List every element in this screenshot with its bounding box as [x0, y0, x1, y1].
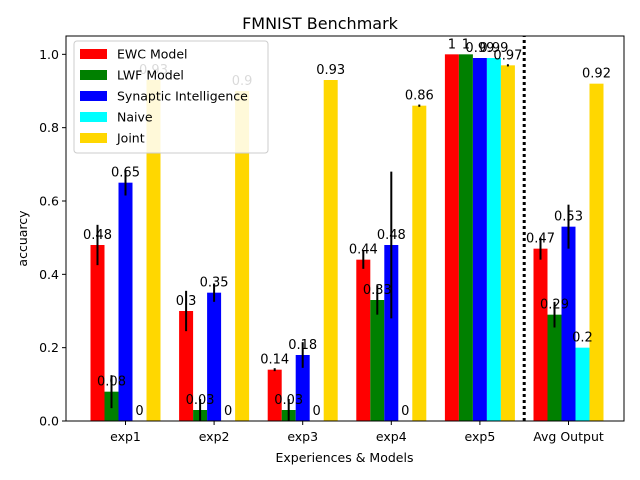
data-label: 0.99 — [465, 41, 494, 56]
bar — [356, 259, 371, 421]
legend-swatch — [80, 91, 107, 101]
data-label: 0.08 — [97, 375, 126, 390]
data-label: 0.65 — [111, 166, 140, 181]
data-label: 0 — [135, 404, 143, 419]
data-label: 0.03 — [274, 393, 303, 408]
axes-frame — [65, 35, 625, 422]
bar — [323, 80, 338, 421]
bar — [146, 80, 161, 421]
bar — [533, 248, 548, 421]
data-label: 1 — [462, 37, 470, 52]
data-label: 0.86 — [405, 89, 434, 104]
x-tick-label: Avg Output — [533, 429, 604, 444]
legend-swatch — [80, 112, 107, 122]
bar — [179, 311, 194, 421]
bars-group — [90, 54, 604, 422]
data-label: 0 — [224, 404, 232, 419]
x-tick-label: exp5 — [465, 429, 496, 444]
y-tick-label: 0.0 — [39, 414, 59, 429]
bar — [547, 314, 562, 421]
data-label: 0.29 — [540, 298, 569, 313]
data-labels-group: 0.48 0.3 0.14 0.44 1 0.47 0.08 0.03 0.03 0.33 1 0.2… — [83, 37, 611, 419]
data-label: 0.14 — [260, 353, 289, 368]
y-axis-label: accuarcy — [15, 210, 30, 267]
ticks-group: 0.0 0.2 0.4 0.6 0.8 1.0 exp1 exp2 exp3 exp4 exp5 Av… — [39, 47, 604, 444]
legend-label: EWC Model — [117, 47, 188, 62]
data-label: 0.35 — [200, 276, 229, 291]
bar — [370, 300, 385, 421]
bar — [561, 226, 576, 421]
x-axis-label: Experiences & Models — [276, 450, 414, 465]
legend-box — [73, 40, 269, 154]
bar — [500, 65, 515, 421]
data-label: 1 — [448, 37, 456, 52]
bar — [267, 369, 282, 421]
x-tick-label: exp2 — [199, 429, 230, 444]
y-tick-label: 1.0 — [39, 47, 59, 62]
x-tick-label: exp3 — [287, 429, 318, 444]
legend-swatch — [80, 49, 107, 59]
bar — [589, 83, 604, 422]
bar — [384, 245, 399, 421]
legend-swatch — [80, 70, 107, 80]
data-label: 0.99 — [479, 41, 508, 56]
chart-title: FMNIST Benchmark — [242, 14, 399, 33]
data-label: 0.18 — [288, 338, 317, 353]
bar — [458, 54, 473, 421]
bar — [207, 292, 222, 421]
y-tick-label: 0.8 — [39, 120, 59, 135]
bar — [575, 347, 590, 421]
data-label: 0.93 — [316, 63, 345, 78]
y-tick-label: 0.6 — [39, 194, 59, 209]
data-label: 0.97 — [493, 48, 522, 63]
legend-label: LWF Model — [117, 68, 184, 83]
data-label: 0.48 — [83, 228, 112, 243]
bar — [412, 105, 427, 422]
y-tick-label: 0.2 — [39, 340, 59, 355]
data-label: 0 — [313, 404, 321, 419]
legend-swatch — [80, 133, 107, 143]
y-tick-label: 0.4 — [39, 267, 59, 282]
bar — [118, 182, 133, 421]
x-tick-label: exp4 — [376, 429, 407, 444]
legend: EWC Model LWF Model Synaptic Intelligence N… — [73, 40, 269, 154]
bar — [235, 91, 250, 421]
data-label: 0.47 — [526, 232, 555, 247]
legend-label: Synaptic Intelligence — [117, 89, 248, 104]
data-label: 0 — [401, 404, 409, 419]
data-label: 0.92 — [582, 67, 611, 82]
data-label: 0.53 — [554, 210, 583, 225]
data-label: 0.03 — [186, 393, 215, 408]
data-label: 0.3 — [176, 294, 197, 309]
bar — [90, 245, 105, 421]
data-label: 0.2 — [572, 331, 593, 346]
error-bars-group — [96, 64, 570, 421]
x-tick-label: exp1 — [110, 429, 141, 444]
legend-label: Naive — [117, 110, 153, 125]
data-label: 0.48 — [377, 228, 406, 243]
data-label: 0.33 — [363, 283, 392, 298]
legend-label: Joint — [116, 131, 145, 146]
data-label: 0.44 — [349, 243, 378, 258]
bar — [472, 58, 487, 421]
bar — [295, 355, 310, 421]
bar — [486, 58, 501, 421]
bar — [444, 54, 459, 421]
